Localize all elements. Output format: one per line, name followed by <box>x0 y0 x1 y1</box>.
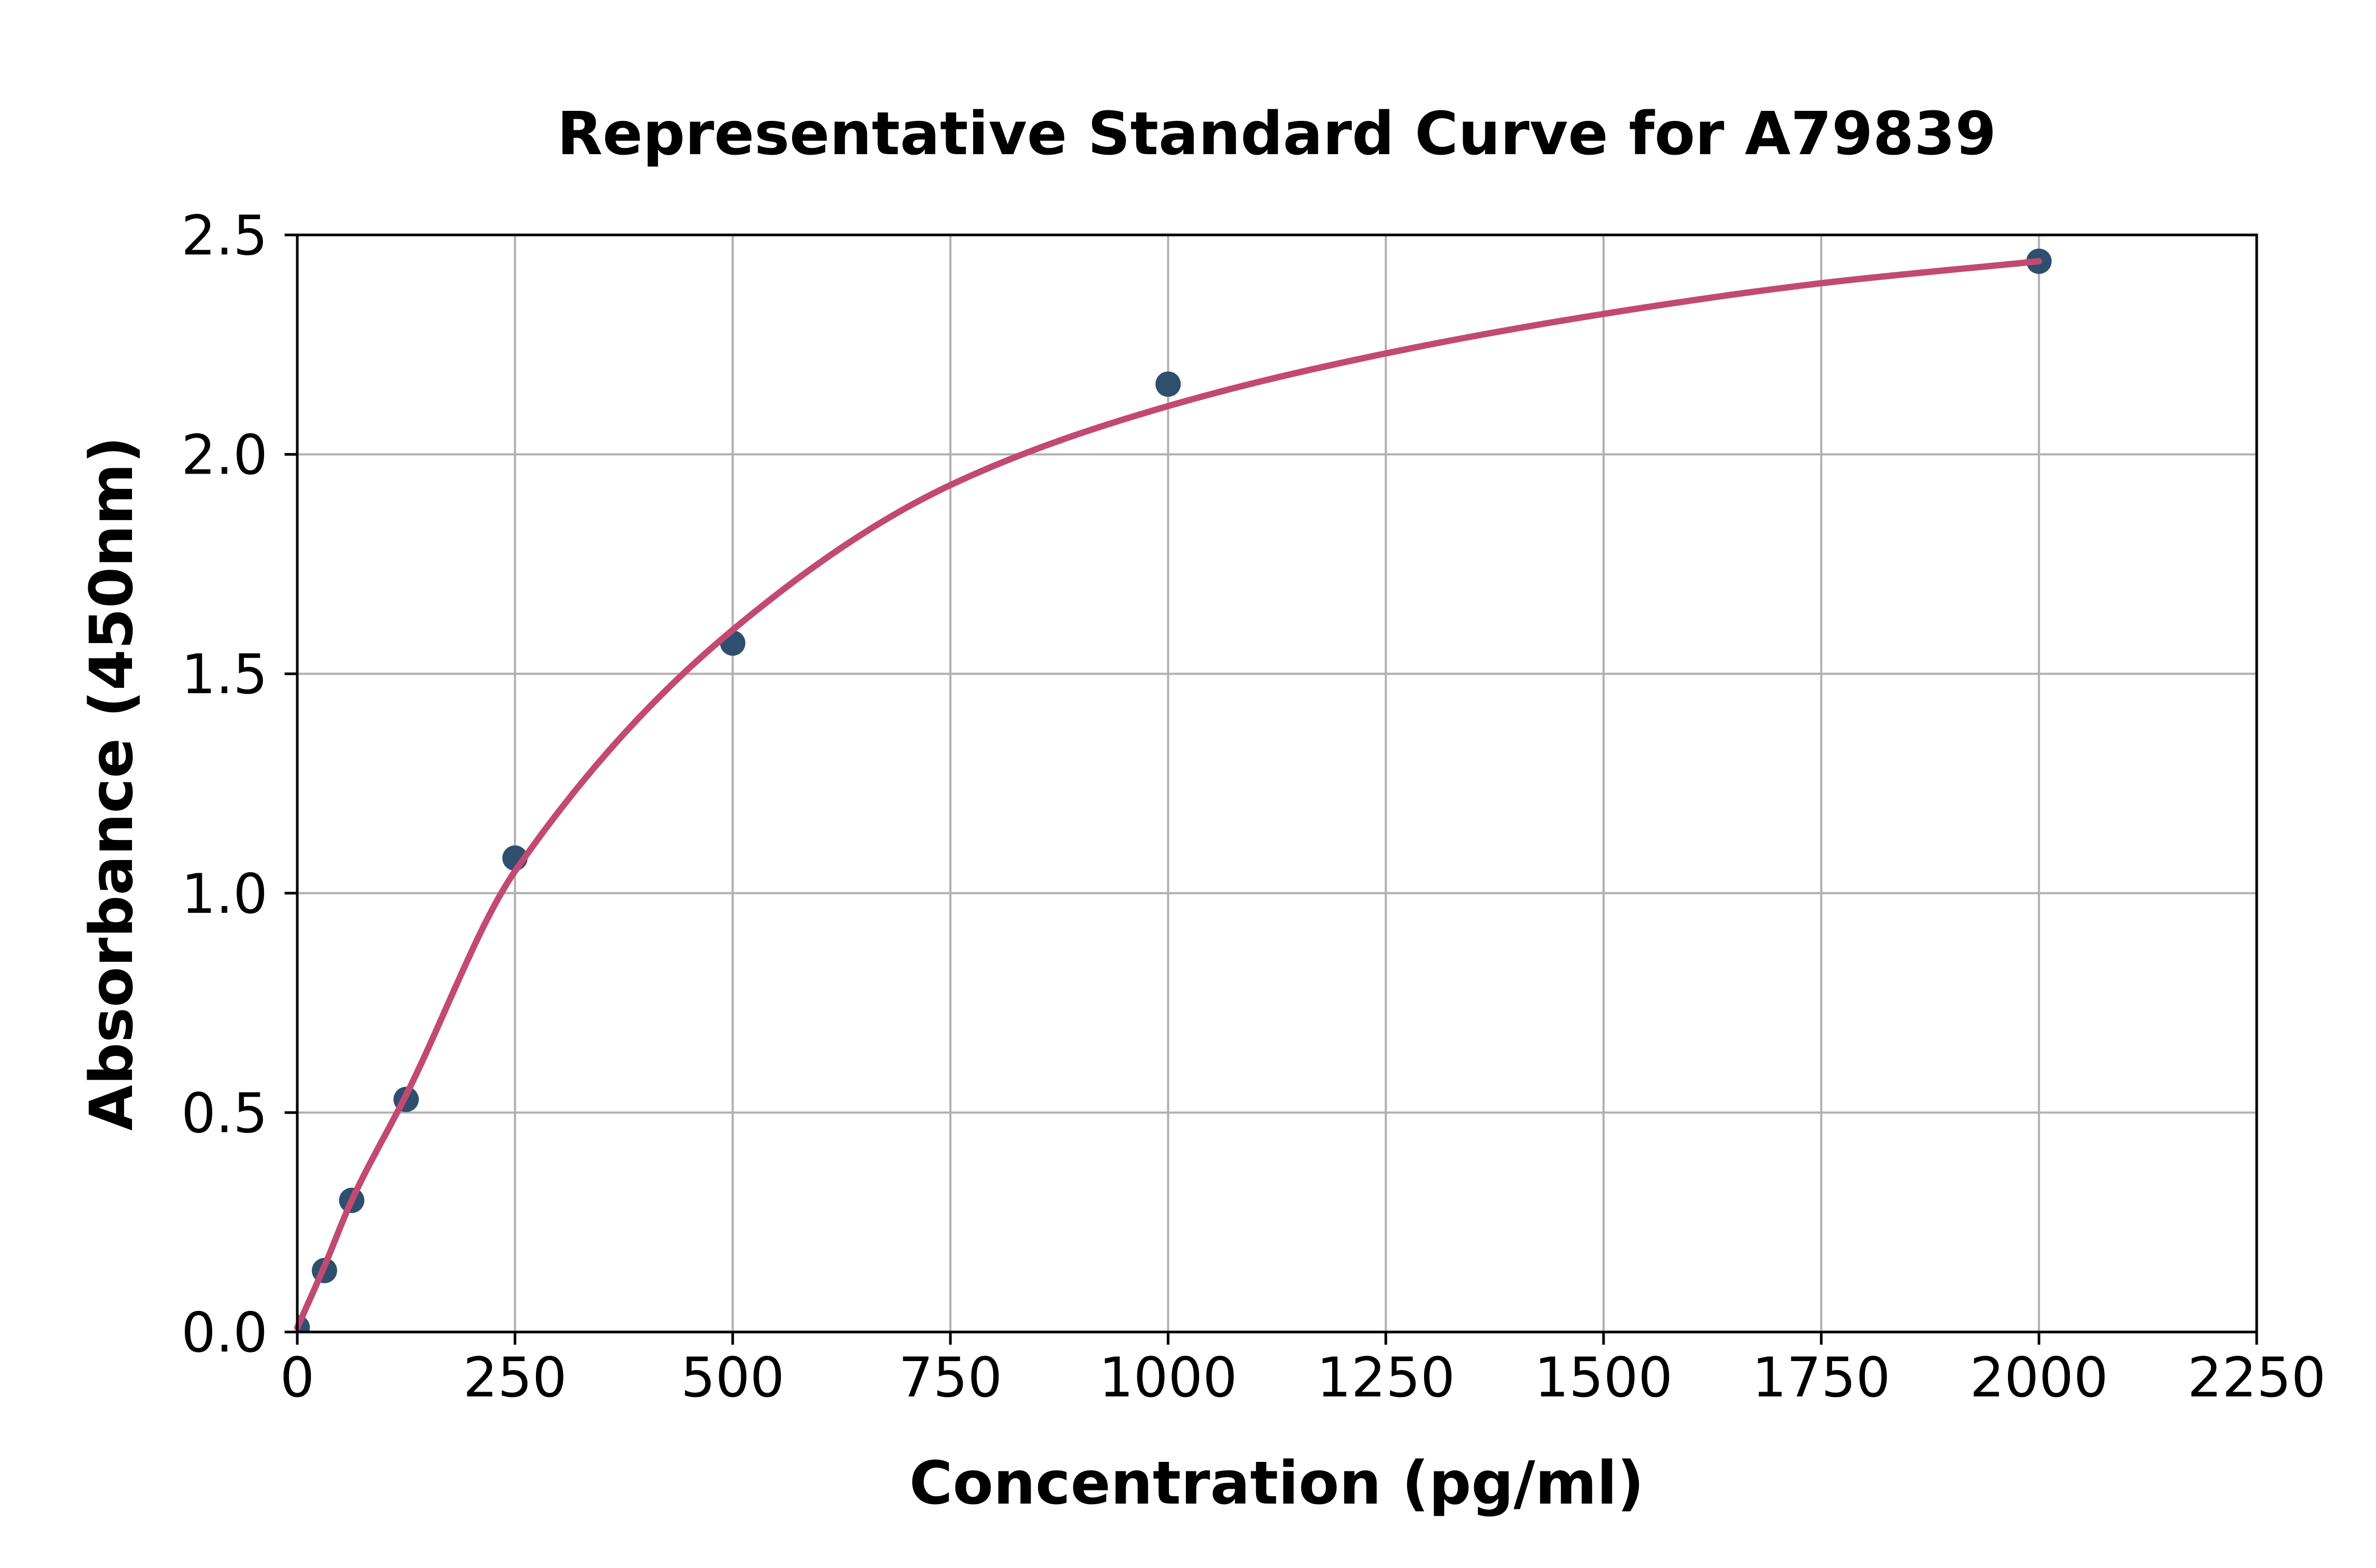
x-tick-label: 1250 <box>1317 1346 1455 1410</box>
plot-border <box>296 233 2258 1334</box>
y-tick-label: 2.5 <box>181 204 268 268</box>
chart-title: Representative Standard Curve for A79839 <box>557 100 1996 168</box>
x-axis-label: Concentration (pg/ml) <box>909 1449 1644 1518</box>
tick-labels: 0 250 500 750 1000 1250 1500 1750 2000 2250 0.0 0.5… <box>181 204 2326 1410</box>
data-point <box>1155 371 1181 397</box>
y-tick-label: 1.0 <box>181 863 268 926</box>
x-tick-label: 2250 <box>2188 1346 2326 1410</box>
x-tick-label: 1750 <box>1752 1346 1890 1410</box>
x-tick-label: 2000 <box>1970 1346 2108 1410</box>
y-axis-label: Absorbance (450nm) <box>78 436 146 1130</box>
y-tick-label: 0.0 <box>181 1301 268 1365</box>
x-tick-label: 1500 <box>1534 1346 1673 1410</box>
tick-marks <box>285 233 2258 1345</box>
x-tick-label: 1000 <box>1099 1346 1237 1410</box>
y-tick-label: 2.0 <box>181 424 268 487</box>
x-tick-label: 750 <box>899 1346 1003 1410</box>
x-tick-label: 500 <box>681 1346 785 1410</box>
x-tick-label: 250 <box>463 1346 567 1410</box>
y-tick-label: 0.5 <box>181 1082 268 1145</box>
x-tick-label: 0 <box>280 1346 315 1410</box>
fit-curve-line <box>294 258 2042 1331</box>
y-tick-label: 1.5 <box>181 643 268 706</box>
gridlines <box>296 234 2258 1333</box>
